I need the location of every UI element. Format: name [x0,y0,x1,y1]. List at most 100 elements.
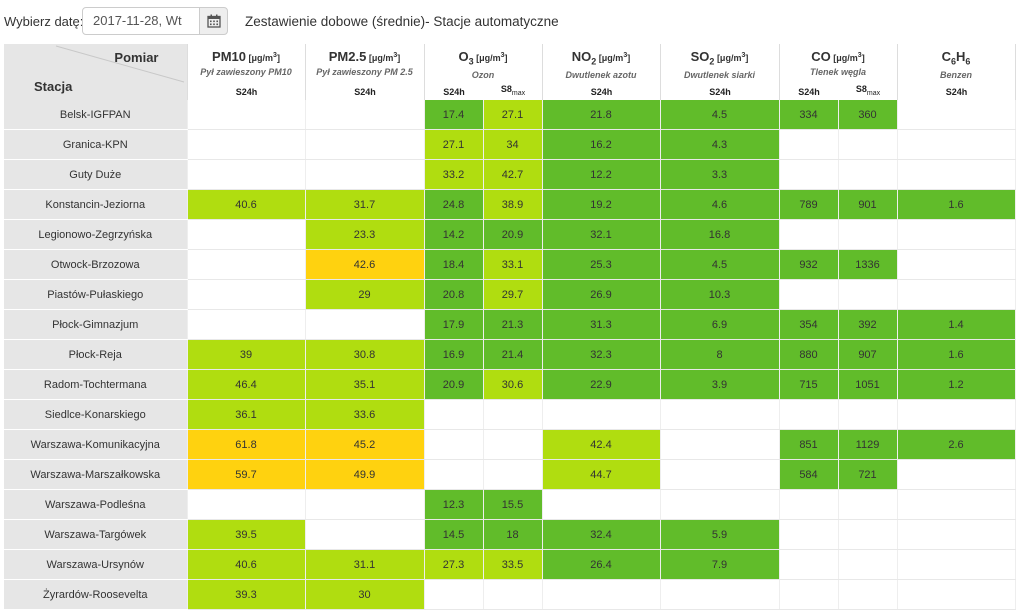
measurement-cell: 30.8 [305,339,425,370]
table-row: Warszawa-Podleśna 12.3 15.5 [4,489,1016,520]
station-name[interactable]: Żyrardów-Roosevelta [4,579,188,610]
measurement-cell [897,459,1016,490]
date-input[interactable]: 2017-11-28, Wt [82,7,200,35]
measurement-cell: 33.1 [483,249,543,280]
measurement-cell: 880 [779,339,839,370]
measurement-cell: 4.6 [660,189,780,220]
measurement-cell: 392 [838,309,898,340]
station-name[interactable]: Konstancin-Jeziorna [4,189,188,220]
measurement-cell: 584 [779,459,839,490]
measurement-cell [424,579,484,610]
measurement-cell: 35.1 [305,369,425,400]
pollutant-unit: [μg/m3] [473,52,508,63]
pollutant-name: PM10 [μg/m3] [212,49,280,64]
station-name[interactable]: Płock-Reja [4,339,188,370]
station-name[interactable]: Siedlce-Konarskiego [4,399,188,430]
measurement-cell: 30 [305,579,425,610]
measurement-cell: 12.2 [542,159,661,190]
station-name[interactable]: Piastów-Pułaskiego [4,279,188,310]
measurement-cell: 3.9 [660,369,780,400]
aggregation-label: S24h [443,87,465,97]
station-name[interactable]: Guty Duże [4,159,188,190]
measurement-cell: 49.9 [305,459,425,490]
measurement-cell [779,489,839,520]
measurement-cell: 16.2 [542,129,661,160]
pollutant-name: CO [μg/m3] [811,49,865,64]
measurement-cell: 360 [838,100,898,130]
pollutant-name: O3 [μg/m3] [458,49,508,67]
station-name[interactable]: Warszawa-Podleśna [4,489,188,520]
measurement-cell: 16.8 [660,219,780,250]
measurement-cell [897,489,1016,520]
measurement-cell [483,459,543,490]
measurement-cell: 33.6 [305,399,425,430]
measurement-cell [779,519,839,550]
station-name[interactable]: Warszawa-Komunikacyjna [4,429,188,460]
measurement-cell: 1.2 [897,369,1016,400]
measurement-cell: 27.1 [424,129,484,160]
pollutant-unit: [μg/m3] [596,52,631,63]
measurement-cell [542,579,661,610]
measurement-cell: 31.1 [305,549,425,580]
measurement-cell: 26.9 [542,279,661,310]
measurement-cell: 27.1 [483,100,543,130]
station-name[interactable]: Radom-Tochtermana [4,369,188,400]
measurement-cell [838,129,898,160]
measurement-cell [779,159,839,190]
measurement-cell: 354 [779,309,839,340]
pollutant-description: Tlenek węgla [809,67,867,77]
measurement-cell [660,459,780,490]
measurement-cell [897,100,1016,130]
measurement-cell: 18.4 [424,249,484,280]
page-title: Zestawienie dobowe (średnie)- Stacje aut… [245,14,559,29]
measurement-cell: 15.5 [483,489,543,520]
station-name[interactable]: Otwock-Brzozowa [4,249,188,280]
measurement-cell [838,489,898,520]
measurement-cell: 14.5 [424,519,484,550]
measurement-cell [897,159,1016,190]
aggregation-label: S24h [590,87,613,97]
station-name[interactable]: Legionowo-Zegrzyńska [4,219,188,250]
measurement-cell: 27.3 [424,549,484,580]
measurement-cell: 10.3 [660,279,780,310]
measurement-cell [838,519,898,550]
table-row: Radom-Tochtermana 46.4 35.1 20.9 30.6 22.9 3.9… [4,369,1016,400]
table-row: Guty Duże 33.2 42.7 12.2 3.3 [4,159,1016,190]
measurement-cell: 24.8 [424,189,484,220]
pollutant-description: Dwutlenek siarki [683,69,756,80]
measurement-cell: 1.4 [897,309,1016,340]
measurement-cell: 59.7 [187,459,306,490]
station-name[interactable]: Warszawa-Marszałkowska [4,459,188,490]
pollutant-description: Ozon [471,69,495,80]
pollutant-header: PM2.5 [μg/m3] Pył zawieszony PM 2.5 S24h [305,44,425,100]
measurement-cell [897,129,1016,160]
station-name[interactable]: Belsk-IGFPAN [4,100,188,130]
pollutant-description: Benzen [939,69,972,80]
measurement-cell [542,489,661,520]
measurement-cell: 1336 [838,249,898,280]
table-row: Siedlce-Konarskiego 36.1 33.6 [4,399,1016,430]
measurement-cell: 33.2 [424,159,484,190]
pollutant-description: Pył zawieszony PM10 [200,67,292,77]
measurement-cell: 38.9 [483,189,543,220]
measurement-cell: 18 [483,519,543,550]
station-name[interactable]: Warszawa-Targówek [4,519,188,550]
measurement-cell [897,399,1016,430]
pollutant-unit: [μg/m3] [830,52,865,63]
measurement-cell [424,459,484,490]
station-name[interactable]: Płock-Gimnazjum [4,309,188,340]
measurement-cell: 8 [660,339,780,370]
station-name[interactable]: Granica-KPN [4,129,188,160]
measurement-cell: 39.3 [187,579,306,610]
measurement-cell: 46.4 [187,369,306,400]
measurement-cell: 1.6 [897,339,1016,370]
measurement-cell: 36.1 [187,399,306,430]
pollutant-name: SO2 [μg/m3] [690,49,749,67]
calendar-icon[interactable] [199,7,228,35]
station-name[interactable]: Warszawa-Ursynów [4,549,188,580]
measurement-cell: 3.3 [660,159,780,190]
table-row: Konstancin-Jeziorna 40.6 31.7 24.8 38.9 19.2 4… [4,189,1016,220]
measurement-cell: 20.9 [483,219,543,250]
table-row: Warszawa-Targówek 39.5 14.5 18 32.4 5.9 [4,519,1016,550]
measurement-cell: 721 [838,459,898,490]
